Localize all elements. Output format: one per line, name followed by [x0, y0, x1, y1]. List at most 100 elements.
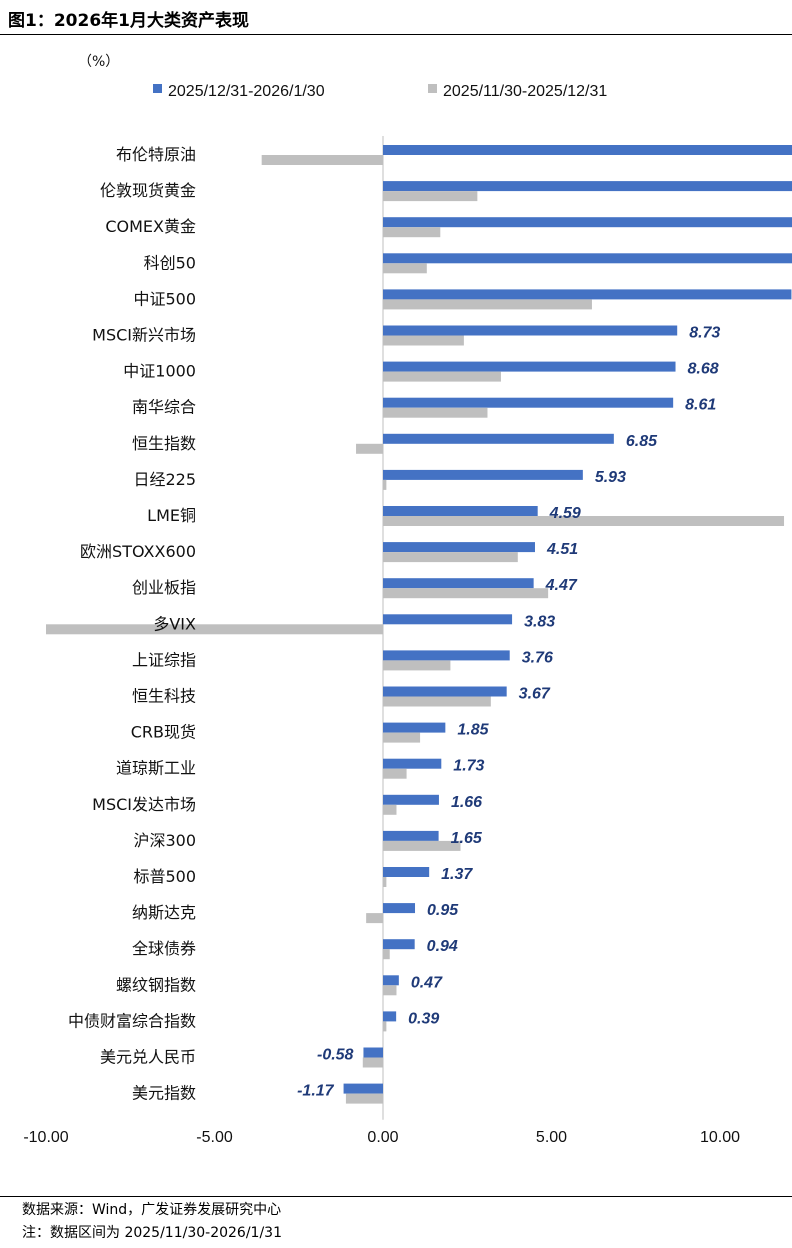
category-label: 创业板指	[132, 578, 196, 597]
legend-swatch-previous	[428, 84, 437, 93]
category-label: 纳斯达克	[132, 903, 196, 922]
category-label: 伦敦现货黄金	[100, 181, 196, 200]
bar-previous	[383, 949, 390, 960]
category-label: 恒生科技	[132, 687, 196, 706]
bar-previous	[345, 1093, 383, 1104]
legend-label-previous: 2025/11/30-2025/12/31	[443, 83, 607, 100]
category-label: 上证综指	[132, 650, 196, 669]
bar-previous	[383, 985, 397, 996]
bar-current	[383, 1011, 397, 1022]
value-label: 6.85	[626, 433, 658, 450]
bottom-rule	[0, 1196, 792, 1197]
bar-previous	[356, 443, 383, 454]
value-label: 4.51	[546, 541, 578, 558]
value-label: 3.83	[524, 613, 555, 630]
category-label: 科创50	[144, 253, 196, 272]
bar-previous	[383, 804, 397, 815]
bar-previous	[383, 191, 478, 202]
bar-previous	[383, 263, 427, 274]
bar-previous	[261, 155, 383, 165]
legend: 2025/12/31-2026/1/30 2025/11/30-2025/12/3…	[153, 83, 607, 100]
bar-previous	[362, 1057, 383, 1068]
bar-previous	[383, 877, 387, 887]
category-label: 标普500	[133, 867, 196, 886]
bars-layer: 16.1715.6413.2812.2912.128.738.688.616.8…	[46, 136, 792, 1120]
bar-current	[383, 867, 430, 877]
category-label: COMEX黄金	[105, 217, 196, 236]
bar-previous	[383, 696, 491, 707]
bar-previous	[383, 552, 518, 563]
legend-swatch-current	[153, 84, 162, 93]
value-label: -1.17	[297, 1083, 335, 1100]
category-label: MSCI新兴市场	[92, 326, 196, 345]
bar-current	[383, 903, 416, 914]
bar-previous	[383, 660, 451, 671]
bar-chart: 2025/12/31-2026/1/30 2025/11/30-2025/12/3…	[23, 54, 792, 1146]
range-note: 注：数据区间为 2025/11/30-2026/1/31	[22, 1225, 282, 1241]
x-tick-label: -5.00	[196, 1129, 233, 1146]
value-label: 5.93	[595, 469, 626, 486]
bar-previous	[383, 335, 464, 346]
value-label: 3.67	[519, 686, 551, 703]
bar-previous	[383, 840, 461, 851]
value-label: -0.58	[317, 1047, 354, 1064]
bar-current	[383, 722, 446, 733]
bar-previous	[383, 1021, 387, 1032]
value-label: 8.61	[685, 397, 716, 414]
x-tick-label: 10.00	[700, 1129, 740, 1146]
bar-current	[383, 939, 415, 950]
x-tick-label: 0.00	[367, 1129, 398, 1146]
category-label: 道琼斯工业	[116, 759, 196, 778]
bar-current	[383, 253, 792, 264]
category-label: 南华综合	[132, 398, 196, 417]
value-label: 3.76	[522, 649, 553, 666]
bar-current	[383, 397, 674, 408]
bar-current	[383, 181, 792, 192]
x-tick-label: 5.00	[536, 1129, 567, 1146]
source-note: 数据来源：Wind，广发证券发展研究中心	[22, 1202, 282, 1218]
value-label: 1.37	[441, 866, 473, 883]
category-label: 美元兑人民币	[100, 1048, 196, 1067]
bar-current	[383, 578, 534, 589]
category-label: 沪深300	[133, 831, 196, 850]
category-label: 中证1000	[123, 362, 196, 381]
value-label: 1.85	[457, 722, 489, 739]
bar-previous	[383, 227, 441, 238]
value-label: 0.39	[408, 1010, 439, 1027]
value-label: 8.73	[689, 325, 720, 342]
bar-current	[343, 1083, 383, 1094]
bar-current	[383, 325, 678, 336]
bar-current	[383, 469, 583, 480]
bar-current	[383, 433, 614, 444]
category-label: LME铜	[147, 506, 196, 525]
bar-previous	[383, 768, 407, 779]
category-label: 中债财富综合指数	[68, 1011, 196, 1030]
bar-current	[383, 686, 507, 697]
bar-current	[383, 794, 439, 805]
category-label: 日经225	[133, 470, 196, 489]
bar-previous	[383, 371, 501, 382]
bar-previous	[383, 732, 421, 743]
value-label: 0.95	[427, 902, 459, 919]
value-label: 4.59	[549, 505, 581, 522]
figure-title: 图1：2026年1月大类资产表现	[8, 11, 249, 31]
bar-previous	[383, 516, 785, 526]
category-label: 螺纹钢指数	[116, 975, 196, 994]
category-label: 布伦特原油	[116, 145, 196, 164]
value-label: 4.47	[545, 577, 578, 594]
bar-previous	[366, 913, 383, 924]
bar-current	[383, 830, 439, 841]
bar-current	[363, 1047, 383, 1058]
category-label: 恒生指数	[132, 434, 196, 453]
value-label: 8.68	[688, 361, 719, 378]
value-label: 1.65	[451, 830, 483, 847]
value-label: 0.47	[411, 974, 443, 991]
x-tick-label: -10.00	[23, 1129, 68, 1146]
value-label: 0.94	[427, 938, 458, 955]
bar-current	[383, 542, 535, 553]
category-label: 美元指数	[132, 1084, 196, 1103]
bar-current	[383, 975, 399, 986]
bar-current	[383, 506, 538, 516]
bar-current	[383, 217, 792, 228]
